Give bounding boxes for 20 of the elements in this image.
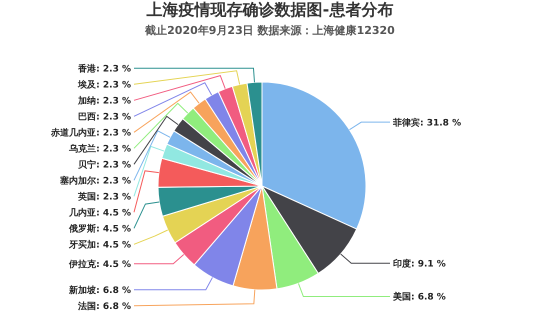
slice-label: 新加坡: 6.8 % [68, 284, 131, 296]
slice-label: 法国: 6.8 % [77, 300, 131, 312]
slice-label: 贝宁: 2.3 % [77, 159, 131, 170]
slice-label: 塞内加尔: 2.3 % [59, 175, 131, 186]
slice-label: 乌克兰: 2.3 % [68, 143, 131, 154]
slice-label: 香港: 2.3 % [77, 63, 131, 74]
slice-label: 伊拉克: 4.5 % [68, 258, 131, 270]
slice-label: 印度: 9.1 % [393, 258, 446, 270]
slice-label: 英国: 2.3 % [77, 191, 131, 202]
slice-label: 赤道几内亚: 2.3 % [50, 127, 131, 138]
slice-label: 俄罗斯: 4.5 % [68, 223, 131, 234]
slice-label: 菲律宾: 31.8 % [392, 117, 462, 128]
slice-label: 几内亚: 4.5 % [68, 207, 131, 218]
slice-label: 牙买加: 4.5 % [68, 239, 131, 250]
slice-label: 巴西: 2.3 % [78, 111, 131, 122]
chart-subtitle: 截止2020年9月23日 数据来源：上海健康12320 [144, 24, 396, 37]
chart-title: 上海疫情现存确诊数据图-患者分布 [146, 0, 394, 19]
slice-label: 埃及: 2.3 % [77, 79, 131, 90]
slice-label: 加纳: 2.3 % [77, 95, 131, 106]
slice-label: 美国: 6.8 % [392, 292, 446, 303]
